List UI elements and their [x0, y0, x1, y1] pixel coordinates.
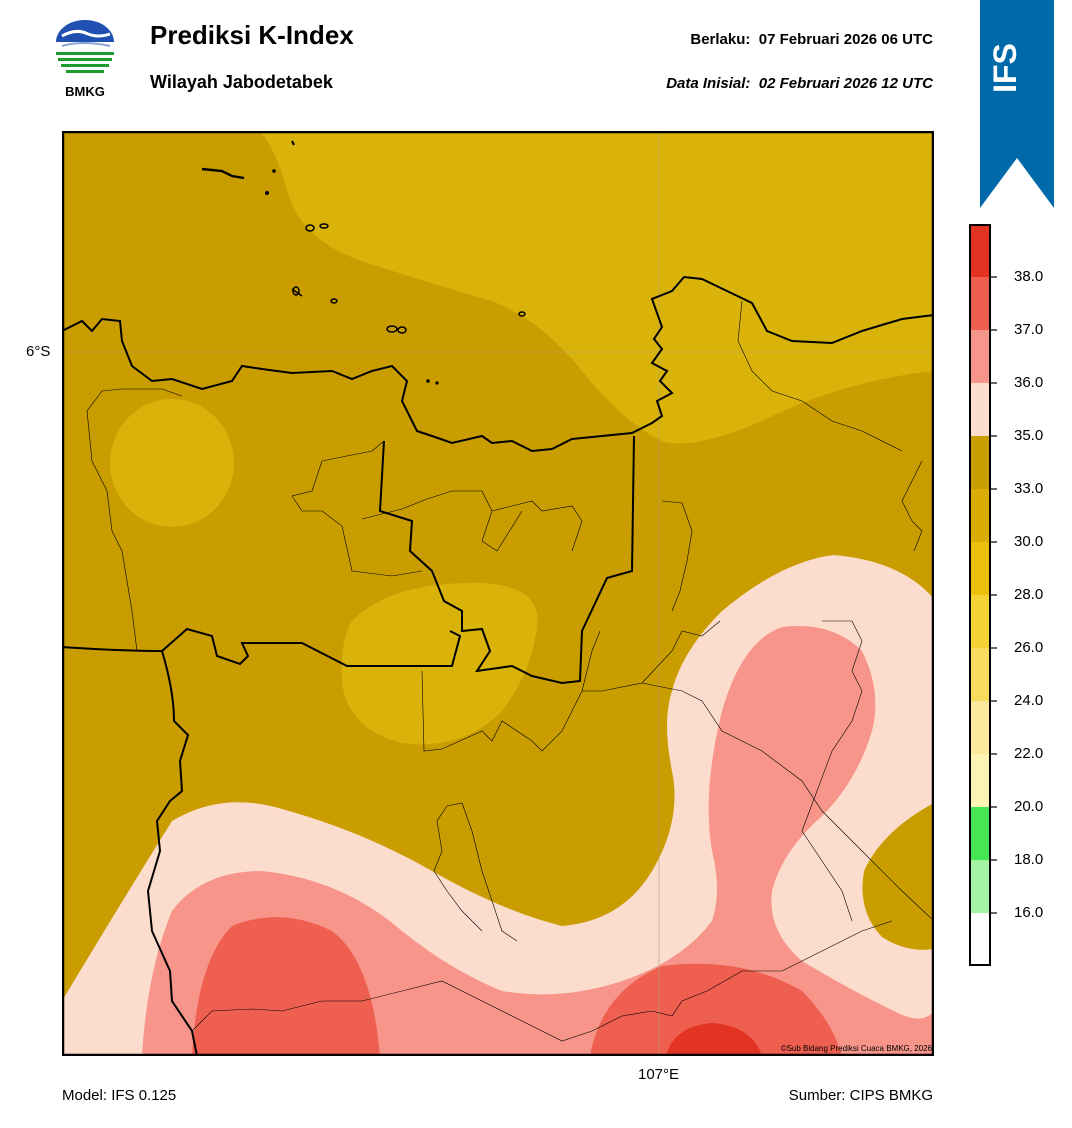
colorbar-tick-label: 24.0: [1014, 692, 1044, 709]
colorbar-tick-label: 16.0: [1014, 904, 1044, 921]
colorbar-tick-label: 20.0: [1014, 798, 1044, 815]
valid-time: Berlaku: 07 Februari 2026 06 UTC: [690, 31, 933, 48]
k-index-map: [61, 130, 935, 1057]
colorbar-segment: [969, 648, 991, 702]
field-36-37-west: [192, 917, 380, 1056]
colorbar-tick-label: 37.0: [1014, 321, 1044, 338]
page-title: Prediksi K-Index: [150, 20, 354, 50]
field-28-30-central: [341, 582, 538, 745]
colorbar-tick-label: 38.0: [1014, 268, 1044, 285]
colorbar-segment: [969, 489, 991, 543]
latitude-label: 6°S: [26, 343, 51, 360]
colorbar-segment: [969, 595, 991, 649]
colorbar-tick-label: 28.0: [1014, 586, 1044, 603]
logo-text: BMKG: [65, 84, 105, 99]
colorbar-segment: [969, 383, 991, 437]
field-37-38: [666, 1023, 762, 1056]
init-time: Data Inisial: 02 Februari 2026 12 UTC: [666, 75, 933, 92]
colorbar-tick-label: 22.0: [1014, 745, 1044, 762]
colorbar-segment: [969, 542, 991, 596]
colorbar-tick-label: 18.0: [1014, 851, 1044, 868]
colorbar-segment: [969, 807, 991, 861]
field-28-30-north: [260, 131, 934, 444]
model-info: Model: IFS 0.125: [62, 1087, 177, 1104]
colorbar: [969, 224, 997, 967]
colorbar-tick-label: 36.0: [1014, 374, 1044, 391]
colorbar-segment: [969, 754, 991, 808]
source-info: Sumber: CIPS BMKG: [788, 1087, 933, 1104]
field-30-33-east: [862, 803, 934, 950]
colorbar-segment: [969, 277, 991, 331]
colorbar-tick-label: 30.0: [1014, 533, 1044, 550]
valid-label: Berlaku:: [690, 31, 751, 48]
valid-value: 07 Februari 2026 06 UTC: [758, 31, 933, 48]
colorbar-segment: [969, 701, 991, 755]
colorbar-segment: [969, 913, 991, 967]
init-value: 02 Februari 2026 12 UTC: [758, 75, 933, 92]
longitude-label: 107°E: [638, 1066, 680, 1083]
colorbar-segment: [969, 860, 991, 914]
bmkg-logo-icon: [52, 20, 118, 102]
colorbar-tick-label: 33.0: [1014, 480, 1044, 497]
ifs-ribbon: [980, 0, 1054, 208]
colorbar-tick-label: 26.0: [1014, 639, 1044, 656]
map-copyright: ©Sub Bidang Prediksi Cuaca BMKG, 2026: [780, 1044, 932, 1053]
field-36-37-south: [590, 963, 842, 1056]
ribbon-label: IFS: [987, 43, 1023, 93]
field-28-30-west: [110, 399, 234, 527]
init-label: Data Inisial:: [666, 75, 751, 92]
colorbar-segment: [969, 436, 991, 490]
colorbar-tick-label: 35.0: [1014, 427, 1044, 444]
colorbar-segment: [969, 330, 991, 384]
colorbar-segment: [969, 224, 991, 278]
region-subtitle: Wilayah Jabodetabek: [150, 72, 333, 92]
